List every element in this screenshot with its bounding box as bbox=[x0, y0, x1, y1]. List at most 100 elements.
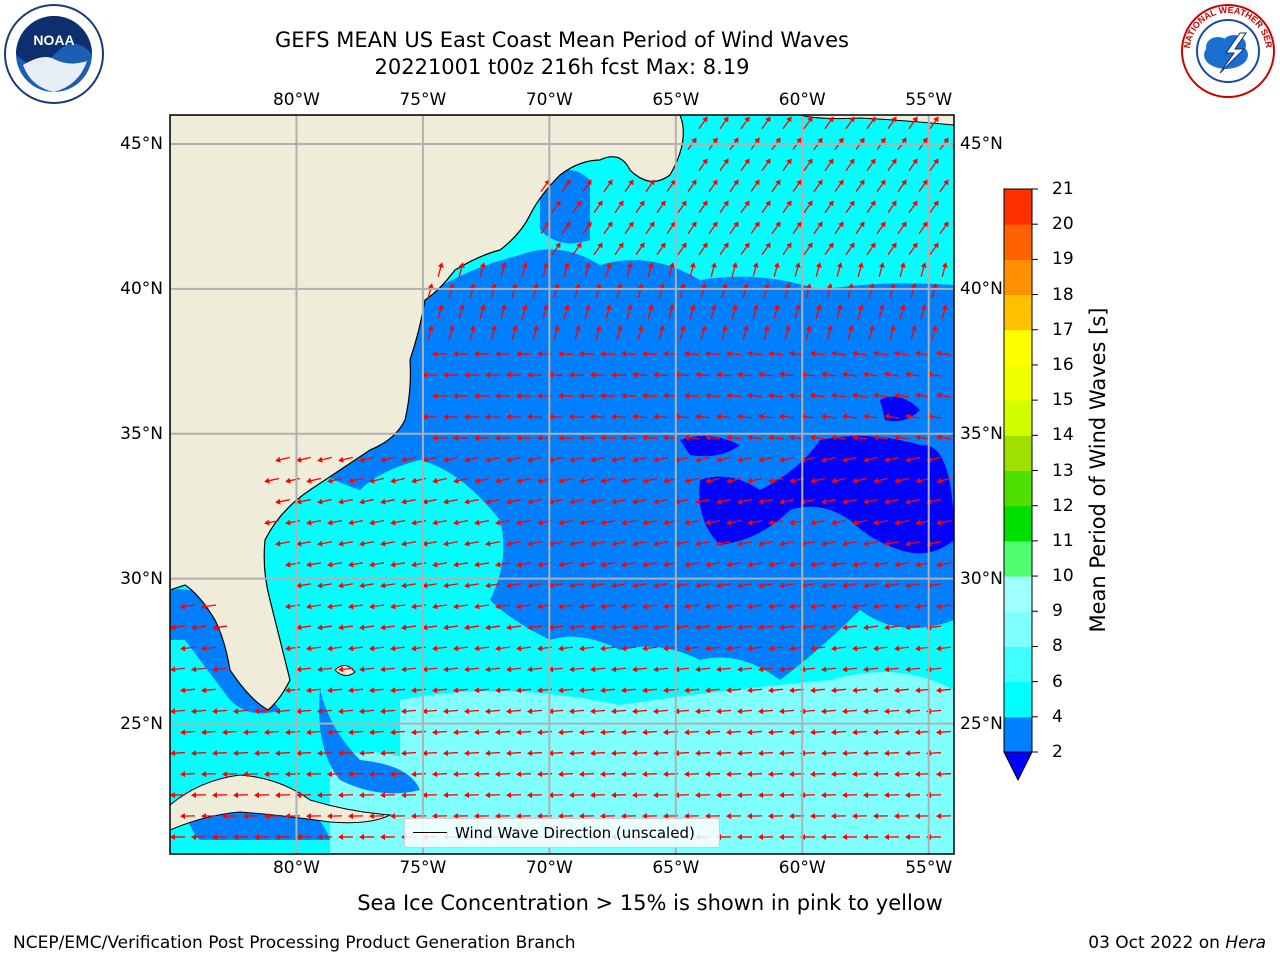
colorbar-segment bbox=[1004, 435, 1032, 471]
wave-direction-arrow bbox=[338, 540, 354, 547]
wave-direction-arrow bbox=[747, 729, 763, 736]
wave-direction-arrow bbox=[747, 771, 763, 778]
wave-direction-arrow bbox=[474, 645, 490, 652]
colorbar-segment bbox=[1004, 400, 1032, 436]
wave-direction-arrow bbox=[782, 158, 792, 172]
wave-direction-arrow bbox=[390, 603, 406, 610]
wave-direction-arrow bbox=[569, 708, 585, 715]
wave-direction-arrow bbox=[579, 645, 595, 652]
wave-direction-arrow bbox=[437, 262, 444, 277]
wave-direction-arrow bbox=[876, 221, 886, 235]
wave-direction-arrow bbox=[684, 771, 700, 778]
wave-direction-arrow bbox=[222, 771, 238, 778]
wave-direction-arrow bbox=[821, 834, 837, 841]
wave-direction-arrow bbox=[558, 687, 574, 694]
wave-direction-arrow bbox=[561, 221, 571, 235]
wave-direction-arrow bbox=[527, 371, 543, 378]
wave-direction-arrow bbox=[695, 750, 711, 757]
colorbar-under-extension bbox=[1003, 751, 1033, 782]
wave-direction-arrow bbox=[642, 392, 658, 399]
wave-direction-arrow bbox=[437, 304, 444, 319]
wave-direction-arrow bbox=[936, 603, 952, 610]
wave-direction-arrow bbox=[593, 200, 603, 214]
wave-direction-arrow bbox=[852, 771, 868, 778]
wave-direction-arrow bbox=[516, 434, 532, 441]
wave-direction-arrow bbox=[710, 304, 717, 319]
wave-direction-arrow bbox=[863, 666, 879, 673]
wave-direction-arrow bbox=[390, 729, 406, 736]
wave-direction-arrow bbox=[810, 729, 826, 736]
wave-direction-arrow bbox=[338, 708, 354, 715]
wave-direction-arrow bbox=[212, 666, 228, 673]
wave-direction-arrow bbox=[666, 221, 676, 235]
wave-direction-arrow bbox=[726, 477, 741, 484]
wave-direction-arrow bbox=[758, 456, 773, 463]
colorbar-tick-label: 13 bbox=[1052, 460, 1074, 481]
wave-direction-arrow bbox=[653, 666, 669, 673]
wave-direction-arrow bbox=[572, 200, 582, 214]
wave-direction-arrow bbox=[653, 750, 669, 757]
wave-direction-arrow bbox=[863, 371, 879, 378]
wave-direction-arrow bbox=[401, 582, 417, 589]
wave-direction-arrow bbox=[338, 624, 354, 631]
wave-direction-arrow bbox=[656, 200, 666, 214]
wave-direction-arrow bbox=[243, 771, 259, 778]
lat-tick-label-right: 40°N bbox=[960, 278, 1003, 299]
wave-direction-arrow bbox=[642, 561, 658, 568]
colorbar-segment bbox=[1004, 259, 1032, 296]
wave-direction-arrow bbox=[716, 413, 732, 420]
wave-direction-arrow bbox=[873, 392, 889, 399]
wave-direction-arrow bbox=[285, 687, 301, 694]
wave-direction-arrow bbox=[495, 645, 511, 652]
wave-direction-arrow bbox=[317, 498, 332, 505]
wave-direction-arrow bbox=[716, 666, 732, 673]
wave-direction-arrow bbox=[338, 582, 354, 589]
colorbar-tick-label: 8 bbox=[1052, 636, 1063, 657]
wave-direction-arrow bbox=[548, 792, 564, 799]
wave-direction-arrow bbox=[632, 498, 647, 505]
colorbar-tick-label: 10 bbox=[1052, 566, 1074, 587]
wave-direction-arrow bbox=[716, 498, 731, 505]
wave-direction-arrow bbox=[810, 603, 826, 610]
wave-direction-arrow bbox=[306, 771, 322, 778]
wave-direction-arrow bbox=[821, 792, 837, 799]
wave-direction-arrow bbox=[726, 813, 742, 820]
wave-direction-arrow bbox=[390, 771, 406, 778]
wave-direction-arrow bbox=[254, 750, 270, 757]
wave-direction-arrow bbox=[905, 582, 921, 589]
wave-direction-arrow bbox=[348, 729, 364, 736]
wave-direction-arrow bbox=[621, 813, 637, 820]
wave-direction-arrow bbox=[831, 392, 847, 399]
wave-direction-arrow bbox=[642, 729, 658, 736]
wave-direction-arrow bbox=[726, 434, 742, 441]
wave-direction-arrow bbox=[705, 813, 721, 820]
wave-direction-arrow bbox=[758, 371, 774, 378]
wave-direction-arrow bbox=[695, 456, 710, 463]
wave-direction-arrow bbox=[831, 645, 847, 652]
wave-direction-arrow bbox=[918, 221, 928, 235]
wave-direction-arrow bbox=[637, 325, 644, 340]
wave-direction-arrow bbox=[569, 792, 585, 799]
lat-tick-label-right: 25°N bbox=[960, 713, 1003, 734]
colorbar-tick-label: 11 bbox=[1052, 530, 1074, 551]
wave-direction-arrow bbox=[306, 729, 322, 736]
wave-direction-arrow bbox=[495, 687, 511, 694]
wave-direction-arrow bbox=[569, 413, 585, 420]
wave-direction-arrow bbox=[705, 603, 721, 610]
wave-direction-arrow bbox=[306, 561, 322, 568]
footer-date-text: 03 Oct 2022 on bbox=[1088, 933, 1220, 953]
wave-direction-arrow bbox=[677, 200, 687, 214]
map-fields bbox=[170, 115, 954, 854]
wave-direction-arrow bbox=[191, 666, 207, 673]
wave-direction-arrow bbox=[474, 392, 490, 399]
colorbar-tick-label: 14 bbox=[1052, 425, 1074, 446]
wave-direction-arrow bbox=[590, 582, 606, 589]
wave-direction-arrow bbox=[243, 729, 259, 736]
wave-direction-arrow bbox=[726, 561, 742, 568]
wave-direction-arrow bbox=[684, 434, 700, 441]
wave-direction-arrow bbox=[758, 624, 774, 631]
wave-direction-arrow bbox=[768, 603, 784, 610]
wave-direction-arrow bbox=[275, 750, 291, 757]
wave-direction-arrow bbox=[768, 477, 783, 484]
wave-direction-arrow bbox=[842, 540, 858, 547]
